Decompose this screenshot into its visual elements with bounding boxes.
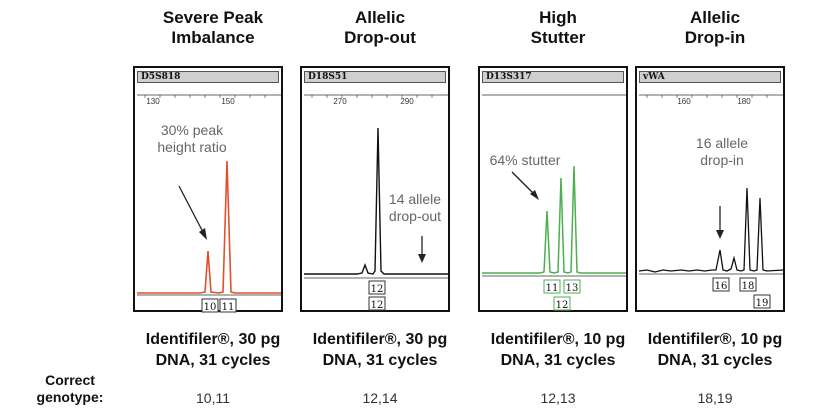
annotation: 16 allele drop-in xyxy=(695,135,749,168)
electropherogram: D5S818 130 150 10 11 30% peak height rat… xyxy=(133,66,283,313)
allele-box xyxy=(753,294,771,309)
kit-conditions: Identifiler®, 10 pg DNA, 31 cycles xyxy=(647,331,783,369)
allele-label: 12 xyxy=(371,300,384,311)
allele-label: 11 xyxy=(546,283,559,294)
scale-tick: 270 xyxy=(333,97,347,106)
kit-conditions: Identifiler®, 10 pg DNA, 31 cycles xyxy=(490,331,626,369)
locus-name: D13S317 xyxy=(482,71,624,83)
allele-box xyxy=(553,296,571,311)
arrow-head xyxy=(716,230,724,239)
panel-title: Allelic Drop-out xyxy=(344,8,416,47)
arrow-head xyxy=(530,190,539,200)
allele-box xyxy=(563,279,581,294)
allele-label: 11 xyxy=(222,302,235,313)
electropherogram: vWA 160 180 16 18 19 16 allele xyxy=(635,66,785,312)
allele-box xyxy=(368,280,386,295)
allele-label: 16 xyxy=(715,281,728,292)
row-label-line1: Correct xyxy=(45,372,95,388)
allele-label: 12 xyxy=(556,300,569,311)
arrow-head xyxy=(418,254,426,263)
trace-line xyxy=(137,160,281,294)
locus-name: D18S51 xyxy=(304,71,446,83)
electropherogram: D18S51 270 290 12 12 14 allele drop-out xyxy=(300,66,450,312)
trace-line xyxy=(482,165,626,274)
panel-peak-imbalance: Severe Peak Imbalance D5S818 130 150 10 … xyxy=(133,0,293,420)
correct-genotype-label: Correct genotype: xyxy=(30,372,110,406)
panel-title: High Stutter xyxy=(530,8,586,47)
electropherogram: D13S317 11 13 12 64% stutter xyxy=(478,66,628,312)
annotation: 30% peak height ratio xyxy=(157,122,227,155)
locus-name: vWA xyxy=(639,71,781,83)
scale-tick: 150 xyxy=(221,97,235,106)
allele-label: 10 xyxy=(204,302,217,313)
kit-conditions: Identifiler®, 30 pg DNA, 31 cycles xyxy=(145,331,281,369)
panel-title: Severe Peak Imbalance xyxy=(162,8,264,47)
genotype-value: 18,19 xyxy=(697,390,733,406)
genotype-value: 12,14 xyxy=(362,390,398,406)
locus-name: D5S818 xyxy=(137,71,279,83)
panel-allelic-dropout: Allelic Drop-out D18S51 270 290 12 12 xyxy=(300,0,460,420)
trace-line xyxy=(304,127,448,275)
allele-box xyxy=(201,298,219,313)
scale-tick: 160 xyxy=(677,97,691,106)
panel-title: Allelic Drop-in xyxy=(684,8,746,47)
scale-tick: 180 xyxy=(737,97,751,106)
annotation: 64% stutter xyxy=(489,152,561,168)
scale-tick: 130 xyxy=(146,97,160,106)
panel-high-stutter: High Stutter D13S317 11 13 12 64% stutte… xyxy=(478,0,638,420)
trace-line xyxy=(638,187,784,273)
row-label-line2: genotype: xyxy=(36,389,104,405)
allele-label: 12 xyxy=(371,284,384,295)
allele-label: 13 xyxy=(566,283,579,294)
allele-box xyxy=(739,277,757,292)
allele-label: 18 xyxy=(742,281,755,292)
arrow-line xyxy=(511,171,537,197)
genotype-value: 12,13 xyxy=(540,390,576,406)
annotation: 14 allele drop-out xyxy=(388,191,442,224)
allele-box xyxy=(368,296,386,311)
allele-box xyxy=(712,277,730,292)
genotype-value: 10,11 xyxy=(196,390,230,406)
kit-conditions: Identifiler®, 30 pg DNA, 31 cycles xyxy=(312,331,448,369)
allele-box xyxy=(543,279,561,294)
arrow-line xyxy=(178,185,206,237)
panel-allelic-dropin: Allelic Drop-in vWA 160 180 16 18 19 xyxy=(635,0,795,420)
allele-label: 19 xyxy=(756,298,769,309)
scale-tick: 290 xyxy=(400,97,414,106)
allele-box xyxy=(219,298,237,313)
arrow-head xyxy=(199,228,207,240)
